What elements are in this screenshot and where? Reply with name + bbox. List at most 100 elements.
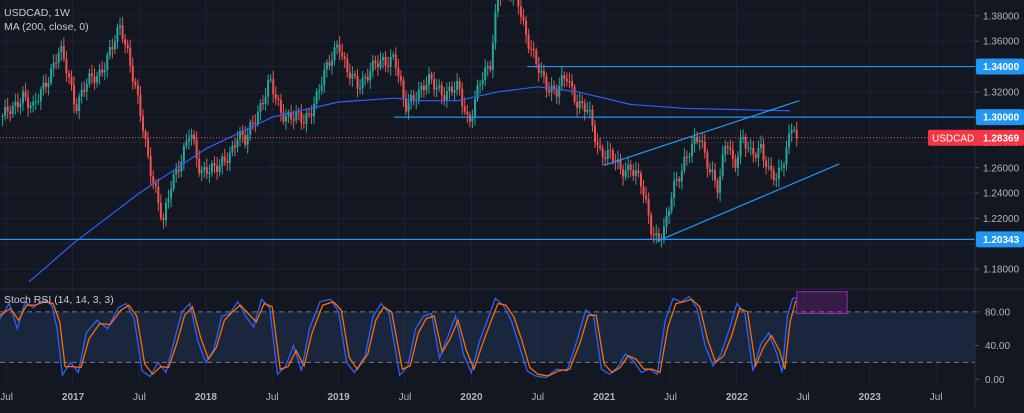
candle-body	[476, 85, 479, 100]
candle-body	[320, 85, 323, 91]
x-tick-label: 2017	[62, 392, 85, 403]
candle-body	[50, 68, 53, 83]
candle-body	[405, 98, 408, 112]
candle-body	[93, 76, 96, 83]
candle-body	[433, 79, 436, 90]
y-tick-label: 1.22000	[983, 214, 1020, 225]
candle-body	[228, 152, 231, 164]
candle-body	[726, 145, 729, 148]
candle-body	[530, 48, 533, 50]
candle-body	[394, 54, 397, 68]
candle-body	[749, 147, 752, 149]
candle-body	[279, 100, 282, 113]
candle-body	[236, 139, 239, 148]
candle-body	[1, 115, 4, 118]
candle-body	[187, 138, 190, 142]
candle-body	[113, 41, 116, 50]
stoch-rsi-label: Stoch RSI (14, 14, 3, 3)	[4, 294, 114, 306]
candle-body	[685, 156, 688, 158]
candle-body	[223, 156, 226, 162]
last-price-symbol: USDCAD	[932, 133, 974, 144]
candle-body	[193, 134, 196, 140]
candle-body	[588, 109, 591, 111]
candle-body	[96, 75, 99, 83]
candle-body	[328, 62, 331, 66]
symbol-interval-label: USDCAD, 1W	[4, 7, 70, 19]
candle-body	[479, 84, 482, 86]
candle-body	[785, 147, 788, 165]
candle-body	[430, 74, 433, 80]
candle-body	[369, 71, 372, 81]
candle-body	[647, 199, 650, 216]
candle-body	[213, 163, 216, 166]
candle-body	[134, 81, 137, 86]
candle-body	[80, 89, 83, 97]
candle-body	[782, 164, 785, 168]
candle-body	[629, 164, 632, 170]
candle-body	[729, 147, 732, 150]
candle-body	[116, 27, 119, 42]
candle-body	[379, 59, 382, 68]
candle-body	[315, 91, 318, 105]
x-tick-label: 2022	[726, 392, 749, 403]
candle-body	[231, 145, 234, 153]
candle-body	[16, 101, 19, 108]
candle-body	[545, 76, 548, 91]
x-tick-label: 2018	[195, 392, 218, 403]
candle-body	[218, 165, 221, 173]
candle-body	[52, 62, 55, 69]
candle-body	[34, 101, 37, 103]
candle-body	[739, 138, 742, 157]
candle-body	[716, 180, 719, 193]
candle-body	[159, 202, 162, 219]
candle-body	[691, 144, 694, 157]
candle-body	[448, 86, 451, 92]
candle-body	[701, 140, 704, 142]
candle-body	[440, 85, 443, 96]
candle-body	[24, 91, 27, 98]
candle-body	[655, 233, 658, 236]
candle-body	[175, 169, 178, 175]
candle-body	[540, 71, 543, 73]
candle-body	[387, 65, 390, 67]
candle-body	[714, 170, 717, 181]
candle-body	[376, 63, 379, 68]
candle-body	[19, 103, 22, 108]
osc-tick-label: 0.00	[985, 375, 1005, 386]
candle-body	[382, 57, 385, 60]
candle-body	[208, 172, 211, 174]
candle-body	[239, 131, 242, 140]
candle-body	[108, 47, 111, 56]
candle-body	[90, 73, 93, 77]
candle-body	[144, 131, 147, 139]
candle-body	[67, 73, 70, 78]
candle-body	[688, 156, 691, 158]
candle-body	[267, 79, 270, 97]
candle-body	[734, 158, 737, 169]
candle-body	[573, 86, 576, 102]
candle-body	[292, 119, 295, 121]
candle-body	[210, 163, 213, 173]
candle-body	[341, 52, 344, 57]
candle-body	[754, 154, 757, 158]
candle-body	[461, 88, 464, 107]
candle-body	[131, 65, 134, 82]
candle-body	[203, 167, 206, 171]
candle-body	[780, 167, 783, 169]
candle-body	[295, 111, 298, 121]
channel-lower-line	[657, 163, 840, 242]
candle-body	[83, 89, 86, 92]
candle-body	[399, 76, 402, 81]
candle-body	[662, 226, 665, 239]
candle-body	[453, 90, 456, 93]
candle-body	[119, 25, 122, 28]
candle-body	[397, 67, 400, 77]
candle-body	[670, 198, 673, 211]
candle-body	[307, 113, 310, 115]
candle-body	[75, 104, 78, 112]
candle-body	[759, 144, 762, 149]
candle-body	[565, 78, 568, 82]
candle-body	[139, 94, 142, 117]
